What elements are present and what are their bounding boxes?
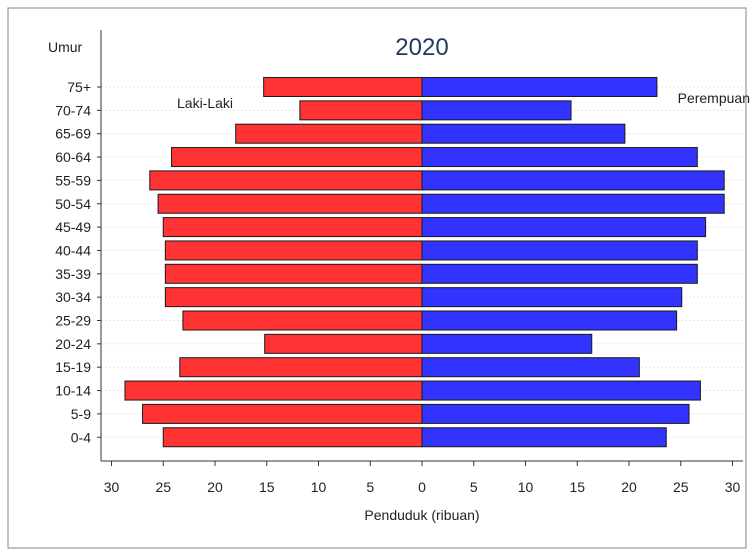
chart-title: 2020 [395,34,448,61]
y-tick-label-6: 45-49 [55,219,91,235]
female-bar-70-74 [421,100,572,121]
female-bar-55-59 [421,170,725,191]
y-tick-label-12: 15-19 [55,359,91,375]
y-tick-label-11: 20-24 [55,336,91,352]
y-tick-label-3: 60-64 [55,149,91,165]
y-tick-label-10: 25-29 [55,313,91,329]
x-axis-title: Penduduk (ribuan) [364,507,479,523]
y-tick-layer: 75+ 70-74 65-69 60-64 55-59 50-54 45-49 40-44 35… [55,79,101,445]
male-bar-70-74 [299,100,423,121]
y-tick-label-8: 35-39 [55,266,91,282]
x-tick-label-8: 10 [518,479,534,495]
x-tick-label-10: 20 [621,479,637,495]
y-tick-label-2: 65-69 [55,126,91,142]
bar-layer [124,77,725,448]
male-bar-75+ [263,77,423,97]
male-bar-5-9 [142,403,423,424]
male-bar-30-34 [164,287,423,308]
female-bar-0-4 [421,427,667,448]
y-axis-title: Umur [48,39,83,55]
x-tick-label-5: 5 [366,479,374,495]
x-tick-label-2: 20 [207,479,223,495]
x-tick-layer: 30 25 20 15 10 5 0 5 10 15 20 25 30 [104,461,741,495]
female-bar-65-69 [421,123,626,144]
x-tick-label-1: 25 [155,479,171,495]
female-bar-5-9 [421,403,690,424]
male-bar-25-29 [182,310,423,331]
female-bar-60-64 [421,147,698,168]
female-bar-15-19 [421,357,640,378]
y-tick-label-13: 10-14 [55,383,91,399]
female-bar-35-39 [421,263,698,284]
male-bar-55-59 [149,170,423,191]
male-bar-20-24 [264,333,423,354]
male-bar-15-19 [179,357,423,378]
female-bar-50-54 [421,193,725,214]
x-tick-label-3: 15 [259,479,275,495]
legend-laki-laki-label: Laki-Laki [177,95,233,111]
x-tick-label-0: 30 [104,479,120,495]
female-bar-40-44 [421,240,698,261]
male-bar-60-64 [171,147,423,168]
male-bar-65-69 [235,123,423,144]
y-tick-label-15: 0-4 [71,429,91,445]
female-bar-10-14 [421,380,701,401]
y-tick-label-1: 70-74 [55,102,91,118]
y-tick-label-7: 40-44 [55,242,91,258]
female-bar-45-49 [421,217,707,238]
male-bar-45-49 [162,217,423,238]
legend-perempuan-label: Perempuan [678,90,750,106]
male-bar-0-4 [162,427,423,448]
x-tick-label-6: 0 [418,479,426,495]
x-tick-label-11: 25 [673,479,689,495]
female-bar-30-34 [421,287,683,308]
y-tick-label-9: 30-34 [55,289,91,305]
y-tick-label-0: 75+ [67,79,91,95]
male-bar-35-39 [164,263,423,284]
female-bar-75+ [421,77,658,97]
y-tick-label-4: 55-59 [55,172,91,188]
male-bar-10-14 [124,380,423,401]
x-tick-label-4: 10 [311,479,327,495]
x-tick-label-12: 30 [725,479,741,495]
x-tick-label-7: 5 [470,479,478,495]
y-tick-label-14: 5-9 [71,406,91,422]
female-bar-25-29 [421,310,678,331]
male-bar-50-54 [157,193,423,214]
male-bar-40-44 [164,240,423,261]
x-tick-label-9: 15 [569,479,585,495]
y-tick-label-5: 50-54 [55,196,91,212]
female-bar-20-24 [421,333,593,354]
